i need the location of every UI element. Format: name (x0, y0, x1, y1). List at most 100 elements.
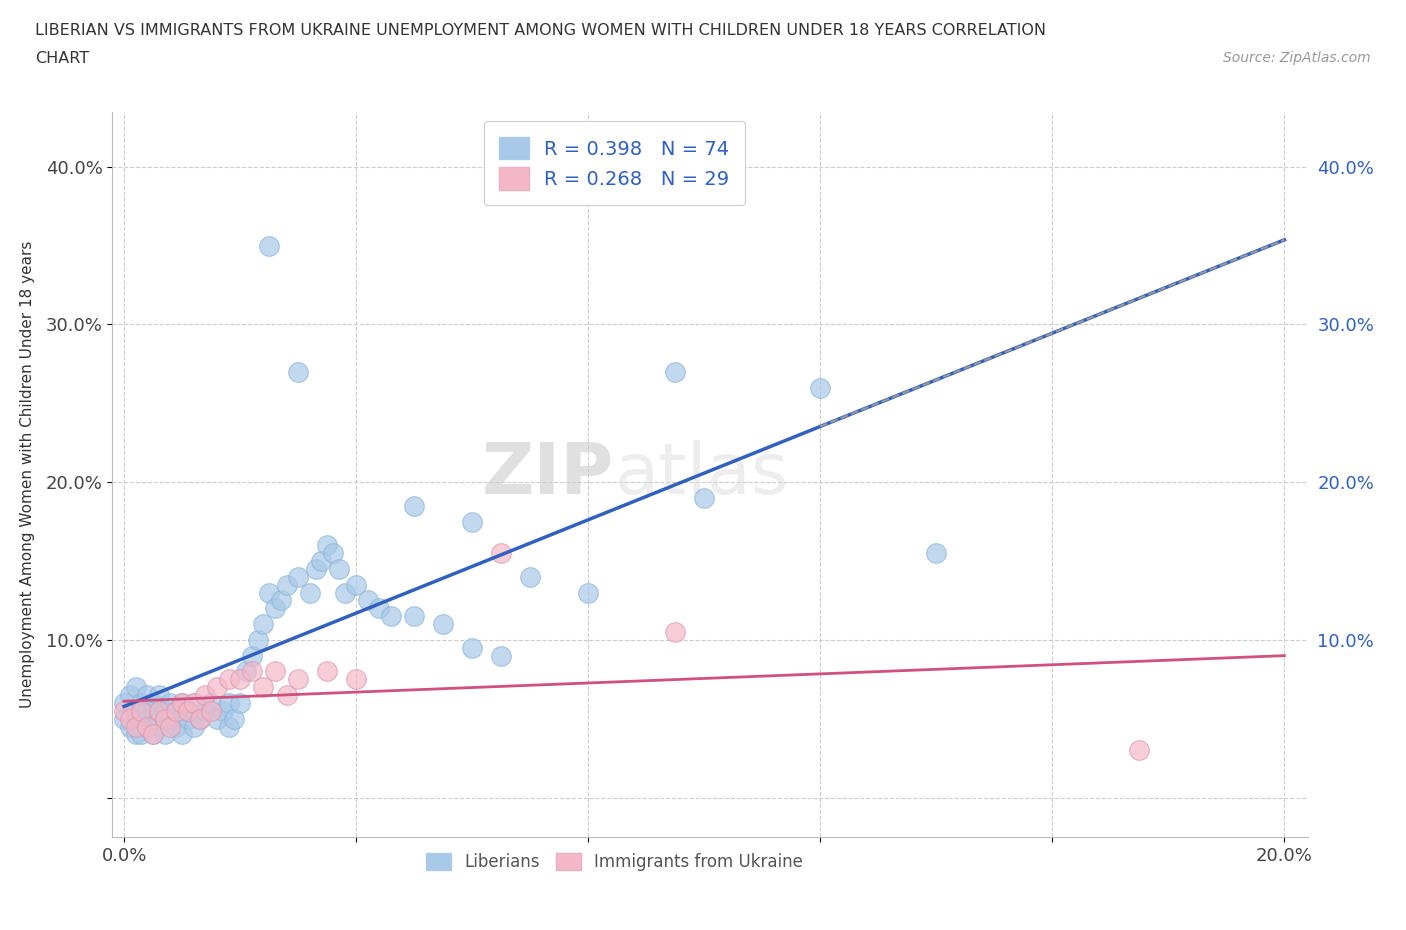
Text: LIBERIAN VS IMMIGRANTS FROM UKRAINE UNEMPLOYMENT AMONG WOMEN WITH CHILDREN UNDER: LIBERIAN VS IMMIGRANTS FROM UKRAINE UNEM… (35, 23, 1046, 38)
Point (257, 238, 280, 253)
Point (218, 696, 240, 711)
Point (276, 578, 298, 592)
Point (177, 703, 200, 718)
Point (142, 727, 165, 742)
Point (136, 703, 159, 718)
Point (311, 553, 333, 568)
Point (159, 719, 181, 734)
Point (148, 687, 170, 702)
Point (131, 696, 153, 711)
Point (519, 569, 541, 584)
Point (118, 687, 141, 702)
Point (159, 711, 181, 726)
Point (136, 719, 159, 734)
Point (368, 601, 391, 616)
Point (576, 585, 599, 600)
Text: atlas: atlas (614, 440, 789, 509)
Point (211, 703, 233, 718)
Point (432, 617, 454, 631)
Point (404, 498, 426, 513)
Point (224, 711, 246, 726)
Point (664, 365, 686, 379)
Point (177, 711, 200, 726)
Point (165, 703, 187, 718)
Point (298, 585, 321, 600)
Point (229, 696, 252, 711)
Point (380, 609, 402, 624)
Point (461, 514, 484, 529)
Point (1128, 743, 1150, 758)
Point (112, 696, 135, 711)
Point (205, 680, 228, 695)
Point (172, 696, 194, 711)
Point (125, 680, 148, 695)
Point (165, 703, 187, 718)
Point (287, 671, 309, 686)
Point (183, 696, 205, 711)
Point (194, 703, 217, 718)
Point (252, 680, 274, 695)
Point (172, 696, 194, 711)
Point (328, 562, 350, 577)
Point (153, 727, 176, 742)
Point (252, 617, 274, 631)
Point (287, 365, 309, 379)
Point (461, 641, 484, 656)
Point (148, 703, 170, 718)
Point (194, 687, 217, 702)
Point (270, 593, 292, 608)
Point (276, 687, 298, 702)
Point (240, 648, 263, 663)
Point (142, 696, 165, 711)
Point (148, 711, 170, 726)
Point (235, 664, 257, 679)
Text: CHART: CHART (35, 51, 89, 66)
Legend: Liberians, Immigrants from Ukraine: Liberians, Immigrants from Ukraine (418, 844, 811, 880)
Point (489, 648, 512, 663)
Point (136, 719, 159, 734)
Point (200, 703, 222, 718)
Point (693, 490, 716, 505)
Point (200, 696, 222, 711)
Text: Source: ZipAtlas.com: Source: ZipAtlas.com (1223, 51, 1371, 65)
Point (148, 719, 170, 734)
Point (246, 632, 269, 647)
Point (404, 609, 426, 624)
Point (287, 569, 309, 584)
Point (316, 538, 339, 552)
Point (125, 727, 148, 742)
Point (264, 664, 287, 679)
Point (142, 703, 165, 718)
Point (316, 664, 339, 679)
Point (112, 703, 135, 718)
Point (125, 719, 148, 734)
Y-axis label: Unemployment Among Women with Children Under 18 years: Unemployment Among Women with Children U… (20, 241, 35, 708)
Point (257, 585, 280, 600)
Point (142, 727, 165, 742)
Point (183, 719, 205, 734)
Point (344, 671, 367, 686)
Point (131, 711, 153, 726)
Point (118, 711, 141, 726)
Point (165, 719, 187, 734)
Point (664, 625, 686, 640)
Point (333, 585, 356, 600)
Point (131, 727, 153, 742)
Point (172, 727, 194, 742)
Point (131, 703, 153, 718)
Point (183, 696, 205, 711)
Point (153, 711, 176, 726)
Point (344, 578, 367, 592)
Point (188, 711, 211, 726)
Point (264, 601, 287, 616)
Point (304, 562, 326, 577)
Point (125, 703, 148, 718)
Point (177, 703, 200, 718)
Point (357, 593, 380, 608)
Text: ZIP: ZIP (482, 440, 614, 509)
Point (218, 719, 240, 734)
Point (489, 546, 512, 561)
Point (205, 711, 228, 726)
Point (188, 711, 211, 726)
Point (136, 687, 159, 702)
